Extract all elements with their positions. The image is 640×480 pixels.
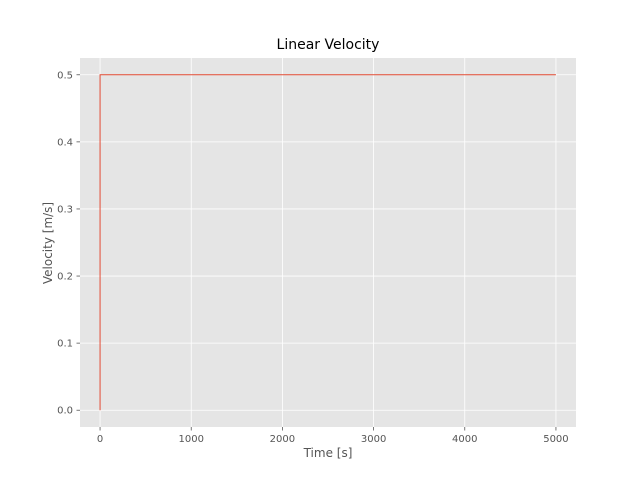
y-tick-label: 0.0 [57, 406, 73, 417]
x-tick-label: 2000 [270, 434, 295, 445]
chart-title: Linear Velocity [277, 37, 380, 53]
y-axis-ticks: 0.0 0.1 0.2 0.3 0.4 0.5 [57, 70, 80, 417]
x-tick-label: 4000 [452, 434, 477, 445]
y-tick-label: 0.3 [57, 204, 73, 215]
series-layer [99, 74, 556, 411]
x-tick-label: 3000 [361, 434, 386, 445]
x-axis-label: Time [s] [303, 446, 353, 460]
x-tick-label: 0 [97, 434, 103, 445]
y-axis-label: Velocity [m/s] [41, 202, 55, 284]
y-tick-label: 0.1 [57, 339, 73, 350]
x-axis-ticks: 0 1000 2000 3000 4000 5000 [97, 427, 569, 445]
x-tick-label: 1000 [179, 434, 204, 445]
plot-area [80, 58, 576, 427]
series-line [99, 74, 556, 411]
y-tick-label: 0.4 [57, 137, 73, 148]
y-tick-label: 0.5 [57, 70, 73, 81]
y-tick-label: 0.2 [57, 272, 73, 283]
x-tick-label: 5000 [543, 434, 568, 445]
